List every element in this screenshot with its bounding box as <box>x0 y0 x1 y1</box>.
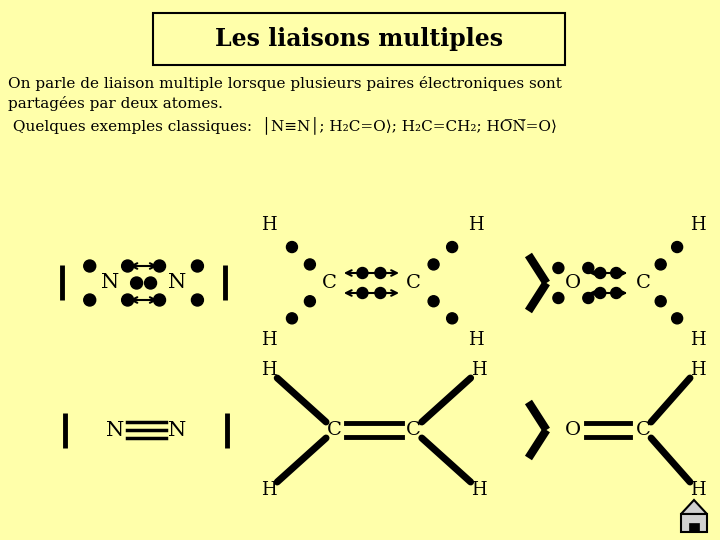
Circle shape <box>655 296 666 307</box>
Circle shape <box>553 293 564 303</box>
Text: C: C <box>327 421 341 439</box>
Circle shape <box>153 294 166 306</box>
Text: H: H <box>261 331 277 349</box>
Circle shape <box>122 294 134 306</box>
Circle shape <box>595 287 606 299</box>
Circle shape <box>375 267 386 279</box>
Text: N: N <box>106 421 124 440</box>
Circle shape <box>446 241 458 253</box>
Text: N: N <box>101 273 119 293</box>
Circle shape <box>192 294 204 306</box>
Circle shape <box>145 277 156 289</box>
Circle shape <box>153 260 166 272</box>
Polygon shape <box>681 500 707 514</box>
Text: C: C <box>406 274 421 292</box>
Circle shape <box>446 313 458 324</box>
Text: H: H <box>690 216 706 234</box>
Text: C: C <box>636 274 651 292</box>
Text: C: C <box>636 421 651 439</box>
Circle shape <box>672 313 683 324</box>
Circle shape <box>611 287 621 299</box>
Text: H: H <box>471 481 487 499</box>
Text: O: O <box>565 274 582 292</box>
Circle shape <box>655 259 666 270</box>
Circle shape <box>611 267 621 279</box>
Circle shape <box>122 260 134 272</box>
Circle shape <box>595 267 606 279</box>
FancyBboxPatch shape <box>153 13 565 65</box>
Bar <box>689 523 699 532</box>
Circle shape <box>357 287 368 299</box>
Text: Les liaisons multiples: Les liaisons multiples <box>215 27 503 51</box>
Circle shape <box>192 260 204 272</box>
Circle shape <box>672 241 683 253</box>
Text: Quelques exemples classiques:  │N≡N│; H₂C=O⟩; H₂C=CH₂; HO̅N̅=O⟩: Quelques exemples classiques: │N≡N│; H₂C… <box>8 116 557 134</box>
Text: H: H <box>261 361 277 379</box>
Circle shape <box>84 294 96 306</box>
Circle shape <box>582 262 594 273</box>
Circle shape <box>357 267 368 279</box>
Text: H: H <box>261 481 277 499</box>
Circle shape <box>553 262 564 273</box>
Circle shape <box>84 260 96 272</box>
Text: H: H <box>261 216 277 234</box>
Circle shape <box>305 259 315 270</box>
Text: On parle de liaison multiple lorsque plusieurs paires électroniques sont: On parle de liaison multiple lorsque plu… <box>8 76 562 91</box>
Text: partagées par deux atomes.: partagées par deux atomes. <box>8 96 223 111</box>
Circle shape <box>305 296 315 307</box>
Text: H: H <box>690 481 706 499</box>
Circle shape <box>375 287 386 299</box>
Circle shape <box>428 296 439 307</box>
Text: N: N <box>168 273 186 293</box>
Text: C: C <box>406 421 421 439</box>
Circle shape <box>287 313 297 324</box>
Text: H: H <box>690 331 706 349</box>
Text: O: O <box>565 421 582 439</box>
Circle shape <box>582 293 594 303</box>
Text: N: N <box>168 421 186 440</box>
Text: H: H <box>468 216 483 234</box>
Bar <box>681 514 707 532</box>
Circle shape <box>428 259 439 270</box>
Circle shape <box>287 241 297 253</box>
Text: C: C <box>322 274 336 292</box>
Text: H: H <box>690 361 706 379</box>
Text: H: H <box>468 331 483 349</box>
Circle shape <box>130 277 143 289</box>
Text: H: H <box>471 361 487 379</box>
